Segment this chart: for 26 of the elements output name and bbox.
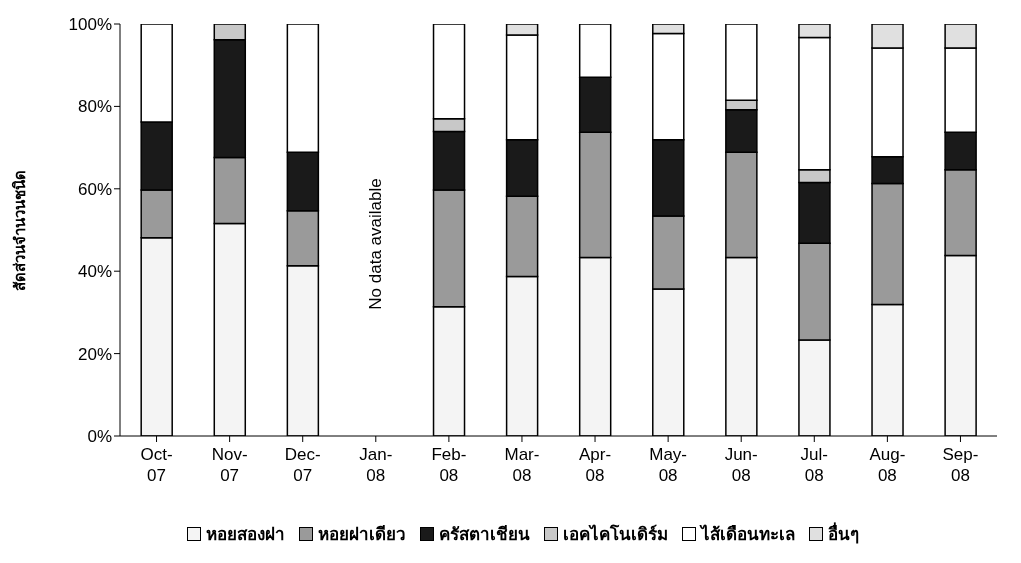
y-axis-title: สัดส่วนจำนวนชนิด	[11, 169, 29, 291]
legend-label: ครัสตาเชียน	[438, 524, 530, 546]
x-tick-label: Aug-08	[869, 445, 906, 485]
legend-label: หอยสองฝา	[205, 524, 285, 546]
legend-label: อื่นๆ	[827, 521, 859, 546]
y-tick-label: 60%	[77, 179, 112, 199]
x-tick-label: Mar-08	[504, 445, 540, 485]
x-tick-label: Dec-07	[284, 445, 321, 485]
x-tick-label: Apr-08	[578, 445, 612, 485]
x-tick-label: Jul-08	[800, 445, 828, 485]
x-tick-label: Jan-08	[359, 445, 393, 485]
y-tick-label: 40%	[77, 262, 112, 282]
legend-label: เอคไคโนเดิร์ม	[562, 523, 668, 546]
x-tick-label: Feb-08	[431, 445, 467, 485]
x-tick-label: Oct-07	[140, 445, 173, 485]
legend-label: ไส้เดือนทะเล	[700, 523, 795, 546]
legend-label: หอยฝาเดียว	[317, 524, 406, 546]
x-tick-label: Sep-08	[942, 445, 979, 485]
y-tick-label: 100%	[68, 15, 112, 35]
x-tick-label: Jun-08	[724, 445, 758, 485]
annotation: No data available	[366, 178, 386, 310]
y-tick-label: 20%	[77, 344, 112, 364]
x-tick-label: Nov-07	[211, 445, 248, 485]
x-tick-label: May-08	[649, 445, 688, 485]
y-tick-label: 80%	[77, 97, 112, 117]
y-tick-label: 0%	[87, 427, 112, 447]
